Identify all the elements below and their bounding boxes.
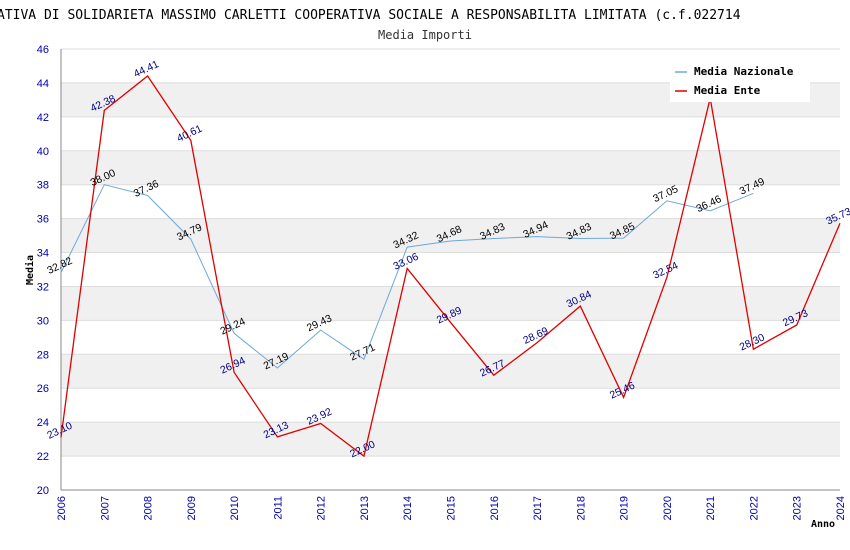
x-tick-label: 2021 (705, 496, 717, 520)
grid-band (61, 218, 840, 253)
x-tick-label: 2013 (359, 496, 371, 520)
y-tick-label: 38 (37, 180, 49, 192)
x-tick-label: 2006 (56, 496, 68, 520)
y-tick-label: 26 (37, 383, 49, 395)
y-tick-label: 36 (37, 214, 49, 226)
y-tick-label: 32 (37, 281, 49, 293)
grid-band (61, 286, 840, 321)
x-tick-label: 2023 (792, 496, 804, 520)
x-tick-label: 2017 (532, 496, 544, 520)
series-line-nazionale (60, 184, 754, 369)
grid-band (61, 388, 840, 423)
chart-subtitle: Media Importi (378, 28, 472, 42)
grid-band (61, 354, 840, 389)
y-tick-label: 24 (37, 417, 49, 429)
y-tick-label: 34 (37, 248, 49, 260)
x-tick-label: 2007 (99, 496, 111, 520)
x-tick-label: 2018 (575, 496, 587, 520)
gridlines (61, 48, 840, 491)
y-tick-label: 22 (37, 451, 49, 463)
x-tick-label: 2015 (446, 496, 458, 520)
legend-box (670, 60, 810, 102)
grid-band (61, 252, 840, 287)
grid-band (61, 422, 840, 457)
plot-background (61, 49, 840, 490)
x-tick-label: 2020 (662, 496, 674, 520)
y-tick-label: 30 (37, 315, 49, 327)
y-tick-label: 28 (37, 349, 49, 361)
y-tick-labels: 20 22 24 26 28 30 32 34 36 38 40 42 44 46 (37, 44, 49, 497)
y-tick-label: 20 (37, 485, 49, 497)
x-tick-label: 2014 (402, 496, 414, 520)
x-tick-label: 2008 (143, 496, 155, 520)
x-axis-label: Anno (811, 519, 835, 530)
grid-band (61, 184, 840, 219)
y-axis-label: Media (24, 255, 36, 285)
legend-label-ente: Media Ente (694, 84, 761, 97)
grid-band (61, 116, 840, 151)
x-tick-label: 2016 (489, 496, 501, 520)
x-tick-labels: 2006 2007 2008 2009 2010 2011 2012 2013 2014 2015… (56, 496, 847, 520)
grid-band (61, 456, 840, 490)
x-tick-label: 2011 (272, 496, 284, 520)
legend-label-nazionale: Media Nazionale (694, 65, 794, 78)
x-tick-label: 2012 (316, 496, 328, 520)
y-tick-label: 44 (37, 78, 49, 90)
legend: Media Nazionale Media Ente (670, 60, 810, 102)
y-tick-label: 46 (37, 44, 49, 56)
x-tick-label: 2009 (186, 496, 198, 520)
x-tick-label: 2022 (748, 496, 760, 520)
y-tick-label: 40 (37, 146, 49, 158)
x-tick-label: 2010 (229, 496, 241, 520)
chart-title: ATIVA DI SOLIDARIETA MASSIMO CARLETTI CO… (0, 8, 741, 23)
grid-band (61, 320, 840, 355)
y-tick-label: 42 (37, 112, 49, 124)
x-tick-label: 2019 (619, 496, 631, 520)
x-tick-label: 2024 (835, 496, 847, 520)
grid-band (61, 150, 840, 185)
